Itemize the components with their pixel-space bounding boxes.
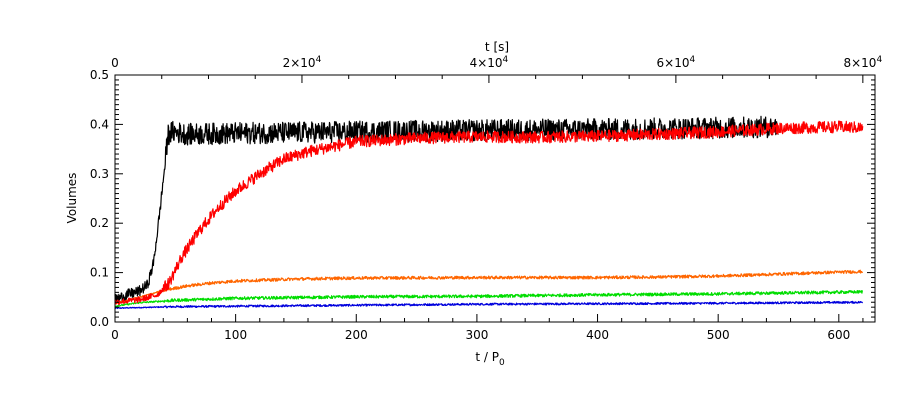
series-layer <box>114 115 864 310</box>
x-axis-label-main: t / P <box>475 350 499 364</box>
x-axis-label: t / P0 <box>475 350 505 368</box>
x-tick-label: 200 <box>345 328 368 342</box>
y-tick-label: 0.1 <box>90 266 109 280</box>
x-tick-label: 100 <box>224 328 247 342</box>
top-x-tick-label: 4×104 <box>470 55 509 70</box>
x-tick-label: 500 <box>707 328 730 342</box>
tick-labels-layer: 0 100 200 300 400 500 600 0 2×104 4×104 6×104 8×104… <box>90 55 883 342</box>
series-line-3 <box>114 115 779 305</box>
y-tick-label: 0.5 <box>90 68 109 82</box>
top-x-axis-label: t [s] <box>485 40 509 54</box>
x-tick-label: 600 <box>827 328 850 342</box>
series-line-0 <box>114 300 864 310</box>
y-tick-label: 0.3 <box>90 167 109 181</box>
ticks-layer <box>114 74 875 323</box>
x-tick-label: 400 <box>586 328 609 342</box>
x-tick-label: 0 <box>111 328 119 342</box>
series-line-1 <box>114 289 864 308</box>
series-line-2 <box>114 269 864 305</box>
top-x-tick-label: 8×104 <box>843 55 882 70</box>
y-axis-label: Volumes <box>65 173 79 224</box>
top-x-tick-label: 2×104 <box>283 55 322 70</box>
y-tick-label: 0.0 <box>90 315 109 329</box>
x-tick-label: 300 <box>465 328 488 342</box>
y-tick-label: 0.4 <box>90 117 109 131</box>
top-x-tick-label: 0 <box>111 56 119 70</box>
x-axis-label-subscript: 0 <box>499 358 505 368</box>
top-x-tick-label: 6×104 <box>657 55 696 70</box>
series-line-4 <box>114 120 864 306</box>
y-tick-label: 0.2 <box>90 216 109 230</box>
